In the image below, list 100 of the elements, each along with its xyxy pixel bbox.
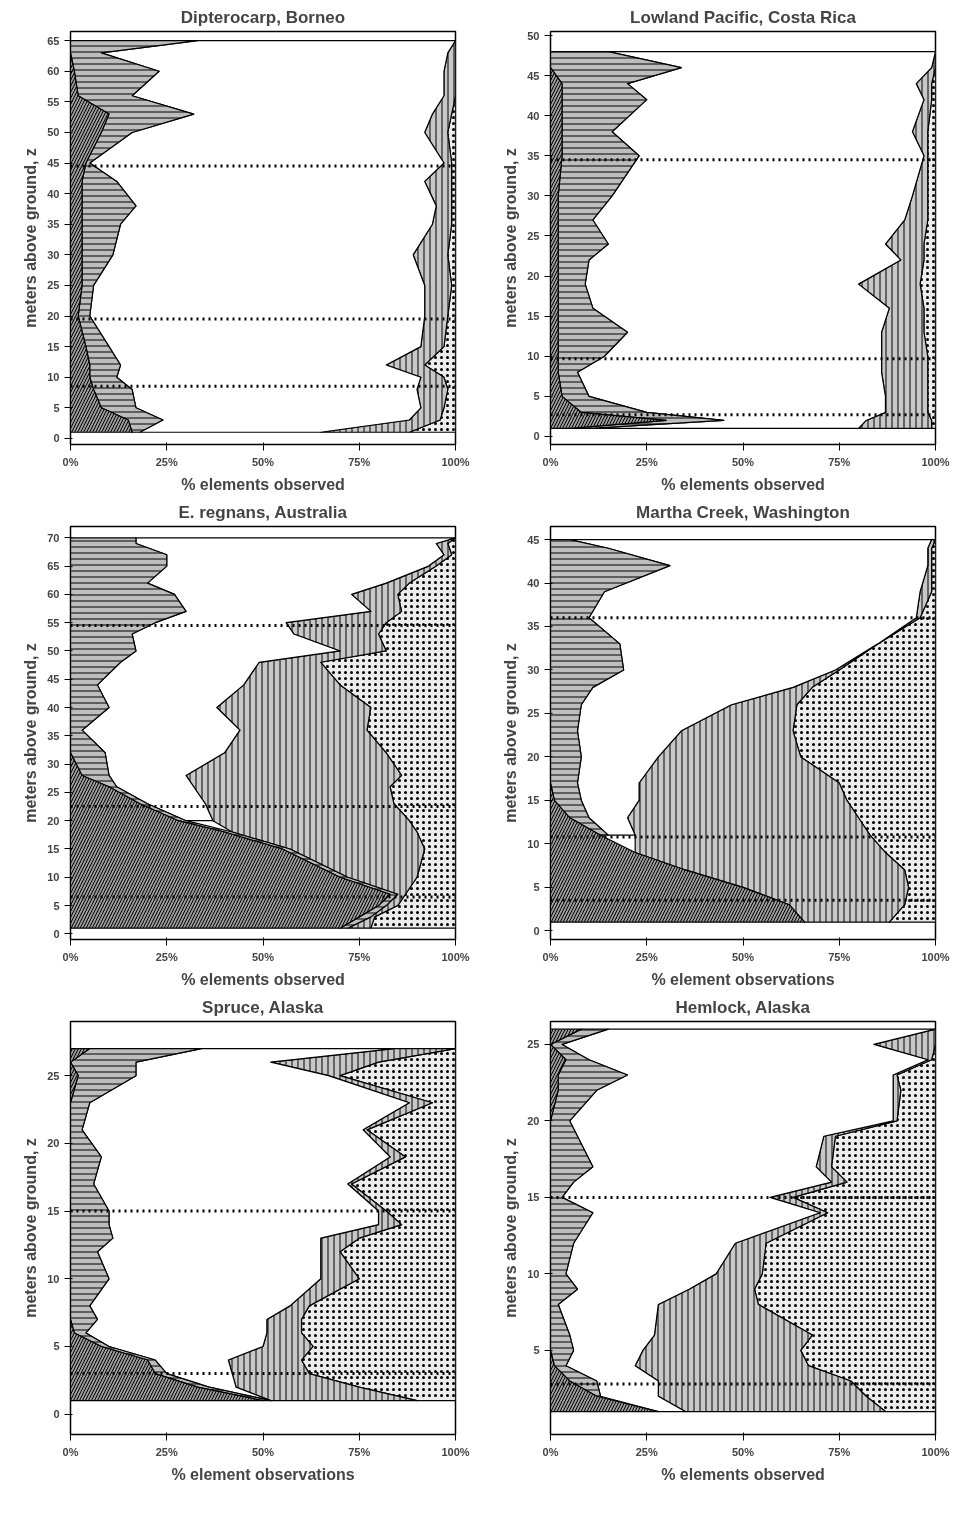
chart-title: Spruce, Alaska (202, 997, 324, 1017)
y-tick-label: 40 (527, 109, 540, 122)
y-tick-label: 5 (533, 1344, 540, 1357)
y-tick-label: 20 (47, 814, 60, 827)
y-tick-label: 35 (527, 149, 540, 162)
y-tick-label: 10 (47, 1272, 60, 1285)
y-axis-title: meters above ground, z (502, 643, 520, 823)
x-tick-label: 50% (731, 455, 755, 468)
y-tick-label: 30 (47, 758, 60, 771)
y-tick-label: 40 (527, 577, 540, 590)
y-tick-label: 10 (527, 1267, 540, 1280)
y-tick-label: 15 (527, 1191, 540, 1204)
y-tick-label: 20 (47, 310, 60, 323)
y-tick-label: 40 (47, 701, 60, 714)
x-tick-label: 0% (542, 950, 559, 963)
chart-title: Lowland Pacific, Costa Rica (630, 7, 857, 27)
y-tick-label: 20 (527, 1114, 540, 1127)
y-tick-label: 15 (527, 310, 540, 323)
y-tick-label: 45 (527, 69, 540, 82)
chart-title: Hemlock, Alaska (675, 997, 811, 1017)
x-tick-label: 25% (155, 950, 178, 963)
y-tick-label: 45 (47, 157, 60, 170)
y-tick-label: 10 (47, 371, 60, 384)
y-tick-label: 0 (53, 1408, 60, 1421)
y-tick-label: 50 (47, 644, 60, 657)
x-tick-label: 25% (155, 455, 178, 468)
x-tick-label: 100% (441, 1445, 470, 1458)
y-tick-label: 0 (533, 924, 540, 937)
y-axis-title: meters above ground, z (22, 148, 40, 328)
y-tick-label: 50 (527, 29, 540, 42)
y-tick-label: 30 (47, 248, 60, 261)
x-axis-title: % elements observed (661, 1465, 825, 1483)
y-tick-label: 60 (47, 588, 60, 601)
x-tick-label: 25% (635, 455, 658, 468)
y-tick-label: 30 (527, 189, 540, 202)
chart-title: E. regnans, Australia (178, 502, 348, 522)
y-tick-label: 5 (53, 899, 60, 912)
x-tick-label: 50% (251, 950, 275, 963)
x-tick-label: 50% (731, 950, 755, 963)
y-tick-label: 60 (47, 65, 60, 78)
x-tick-label: 0% (62, 950, 79, 963)
y-tick-label: 5 (533, 881, 540, 894)
y-tick-label: 10 (47, 871, 60, 884)
y-tick-label: 25 (47, 786, 60, 799)
y-axis-title: meters above ground, z (502, 1138, 520, 1318)
x-tick-label: 75% (828, 1445, 851, 1458)
y-tick-label: 65 (47, 560, 60, 573)
x-tick-label: 0% (62, 1445, 79, 1458)
x-tick-label: 100% (921, 1445, 950, 1458)
y-tick-label: 0 (53, 432, 60, 445)
x-tick-label: 75% (348, 950, 371, 963)
y-tick-label: 15 (527, 794, 540, 807)
y-tick-label: 35 (47, 729, 60, 742)
y-tick-label: 5 (53, 401, 60, 414)
x-tick-label: 0% (62, 455, 79, 468)
y-tick-label: 25 (47, 279, 60, 292)
x-axis-title: % elements observed (181, 475, 345, 493)
chart-title: Martha Creek, Washington (636, 502, 850, 522)
y-tick-label: 25 (527, 1038, 540, 1051)
y-tick-label: 25 (47, 1069, 60, 1082)
y-tick-label: 15 (47, 1205, 60, 1218)
x-axis-title: % elements observed (661, 475, 825, 493)
y-tick-label: 70 (47, 531, 60, 544)
x-axis-title: % element observations (171, 1465, 355, 1483)
y-tick-label: 30 (527, 663, 540, 676)
x-tick-label: 100% (441, 455, 470, 468)
x-axis-title: % element observations (651, 970, 835, 988)
y-tick-label: 65 (47, 34, 60, 47)
y-tick-label: 20 (47, 1137, 60, 1150)
y-tick-label: 50 (47, 126, 60, 139)
x-axis-title: % elements observed (181, 970, 345, 988)
x-tick-label: 75% (828, 455, 851, 468)
y-axis-title: meters above ground, z (502, 148, 520, 328)
x-tick-label: 75% (828, 950, 851, 963)
x-tick-label: 25% (635, 1445, 658, 1458)
x-tick-label: 100% (441, 950, 470, 963)
y-tick-label: 10 (527, 350, 540, 363)
x-tick-label: 50% (251, 455, 275, 468)
y-tick-label: 5 (53, 1340, 60, 1353)
x-tick-label: 0% (542, 1445, 559, 1458)
y-tick-label: 0 (53, 927, 60, 940)
y-tick-label: 25 (527, 707, 540, 720)
x-tick-label: 50% (731, 1445, 755, 1458)
x-tick-label: 75% (348, 1445, 371, 1458)
y-tick-label: 20 (527, 750, 540, 763)
y-tick-label: 15 (47, 340, 60, 353)
y-tick-label: 25 (527, 230, 540, 242)
x-tick-label: 100% (921, 455, 950, 468)
y-tick-label: 45 (47, 673, 60, 686)
y-tick-label: 35 (527, 620, 540, 633)
y-tick-label: 0 (533, 430, 540, 443)
chart-title: Dipterocarp, Borneo (180, 7, 346, 27)
x-tick-label: 75% (348, 455, 371, 468)
y-axis-title: meters above ground, z (22, 1138, 40, 1318)
y-tick-label: 10 (527, 837, 540, 850)
x-tick-label: 100% (921, 950, 950, 963)
x-tick-label: 25% (635, 950, 658, 963)
x-tick-label: 50% (251, 1445, 275, 1458)
x-tick-label: 0% (542, 455, 559, 468)
x-tick-label: 25% (155, 1445, 178, 1458)
